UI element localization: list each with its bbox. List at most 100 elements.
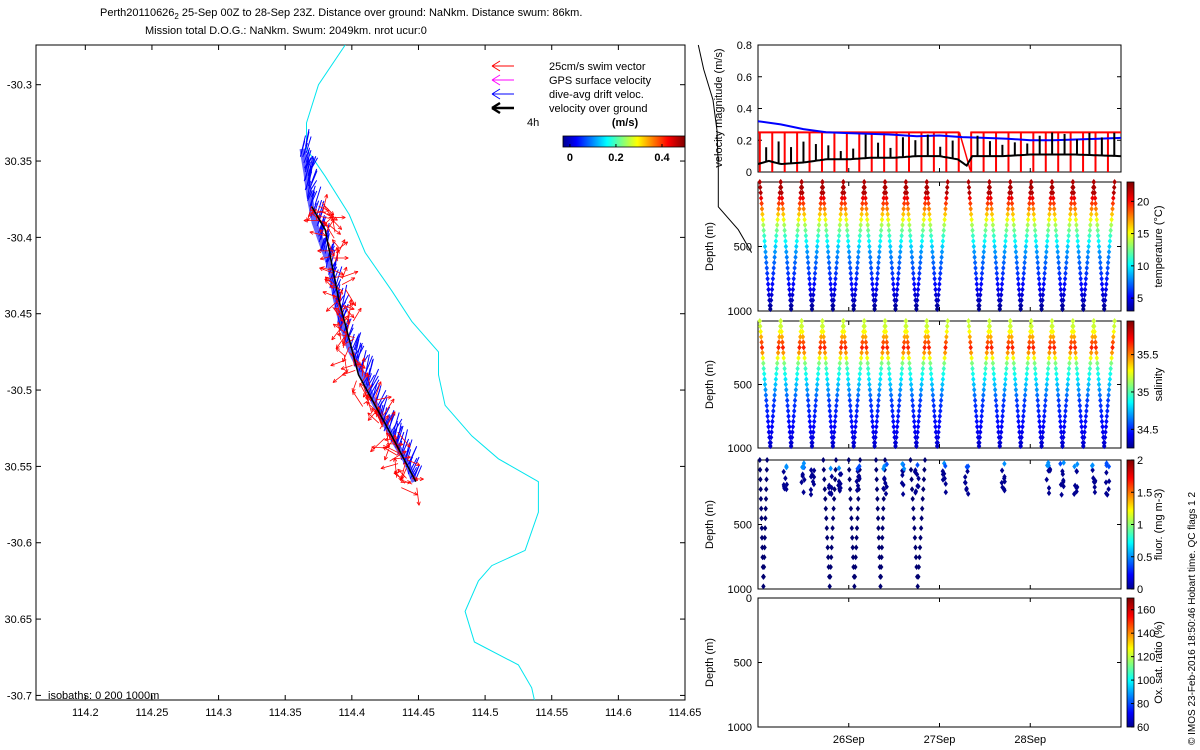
- temperature-point: [852, 302, 857, 309]
- salinity-point: [1063, 402, 1069, 409]
- temperature-colorbar-tick-label: 5: [1137, 293, 1143, 305]
- figure-title-line1: Perth201106262 25-Sep 00Z to 28-Sep 23Z.…: [100, 7, 582, 21]
- swim-vector-head: [332, 211, 335, 216]
- salinity-point: [816, 360, 822, 367]
- velocity-ytick-label: 0.2: [737, 135, 752, 147]
- salinity-point: [1082, 434, 1087, 441]
- fluorescence-point: [829, 484, 834, 491]
- salinity-point: [771, 402, 776, 409]
- salinity-point: [761, 365, 766, 372]
- temperature-point: [1093, 205, 1099, 212]
- oxygen-colorbar: [1126, 597, 1135, 728]
- salinity-point: [1075, 381, 1081, 388]
- temperature-point: [1029, 184, 1034, 191]
- salinity-point: [783, 376, 788, 383]
- swim-vector-head: [337, 227, 342, 230]
- fluorescence-point: [881, 505, 886, 512]
- temperature-point: [886, 227, 892, 234]
- fluorescence-point: [878, 573, 884, 580]
- salinity-point: [827, 408, 832, 414]
- temperature-point: [826, 259, 832, 266]
- temperature-point: [780, 205, 786, 212]
- salinity-point: [778, 323, 784, 330]
- salinity-point: [1005, 344, 1011, 351]
- temperature-point: [795, 227, 800, 234]
- temperature-point: [875, 265, 881, 271]
- salinity-point: [858, 360, 863, 367]
- temperature-point: [785, 259, 790, 266]
- temperature-point: [997, 306, 1002, 313]
- swim-vector-head: [325, 279, 330, 282]
- temperature-point: [977, 302, 982, 309]
- fluorescence-colorbar-tick-label: 2: [1137, 455, 1143, 467]
- salinity-point: [941, 365, 946, 372]
- salinity-point: [772, 392, 777, 399]
- fluorescence-colorbar-tick-label: 1.5: [1137, 487, 1152, 499]
- fluorescence-point: [758, 495, 764, 502]
- temperature-point: [904, 189, 909, 196]
- temperature-point: [1009, 195, 1014, 202]
- salinity-point: [915, 423, 921, 430]
- salinity-point: [1026, 349, 1031, 356]
- salinity-point: [769, 429, 774, 436]
- temperature-point: [982, 232, 988, 239]
- fluorescence-point: [827, 490, 832, 497]
- temperature-point: [1112, 179, 1117, 185]
- date-tick-label: 27Sep: [924, 734, 956, 746]
- temperature-point: [1068, 211, 1073, 218]
- temperature-point: [922, 205, 927, 212]
- temperature-point: [1041, 286, 1046, 293]
- temperature-point: [881, 200, 886, 207]
- temperature-point: [823, 216, 828, 223]
- salinity-point: [826, 397, 832, 404]
- fluorescence-point: [800, 464, 805, 471]
- oxygen-colorbar-tick-label: 60: [1137, 722, 1149, 734]
- temperature-point: [880, 205, 886, 212]
- temperature-point: [974, 275, 979, 282]
- temperature-point: [1022, 265, 1027, 271]
- swim-vector-head: [394, 470, 399, 474]
- salinity-point: [828, 423, 834, 430]
- legend-arrow-head: [491, 101, 501, 110]
- temperature-point: [941, 232, 946, 239]
- salinity-point: [778, 318, 783, 324]
- fluorescence-point: [911, 505, 916, 512]
- temperature-point: [1037, 281, 1042, 288]
- temperature-point: [1009, 200, 1015, 207]
- salinity-point: [802, 360, 808, 367]
- salinity-point: [972, 386, 977, 393]
- swim-vector: [367, 373, 371, 386]
- fluorescence-point: [831, 505, 836, 512]
- temperature-point: [884, 195, 889, 202]
- temperature-point: [1074, 227, 1079, 234]
- salinity-point: [905, 333, 910, 340]
- temperature-point: [1057, 270, 1062, 277]
- salinity-point: [1078, 408, 1083, 414]
- temperature-point: [1062, 286, 1067, 293]
- salinity-point: [931, 397, 936, 404]
- drift-vector: [352, 335, 359, 349]
- salinity-point: [762, 370, 767, 377]
- swim-vector-head: [344, 255, 349, 259]
- salinity-point: [882, 318, 888, 324]
- swim-vector-head: [335, 247, 338, 252]
- fluorescence-point: [833, 457, 839, 463]
- temperature-point: [987, 179, 992, 185]
- fluorescence-point: [850, 534, 855, 541]
- temperature-point: [1109, 216, 1114, 223]
- salinity-point: [773, 381, 778, 388]
- swim-vector-head: [416, 462, 421, 466]
- fluorescence-point: [827, 583, 832, 590]
- temperature-point: [942, 216, 947, 223]
- salinity-point: [782, 365, 787, 372]
- salinity-point: [980, 402, 985, 409]
- temperature-point: [919, 238, 925, 245]
- temperature-point: [1016, 281, 1021, 288]
- swim-vector-head: [350, 315, 355, 319]
- drift-vector: [314, 186, 322, 205]
- isobath-1000m: [697, 44, 753, 253]
- salinity-point: [779, 333, 785, 340]
- salinity-point: [1062, 418, 1067, 425]
- swim-vector: [342, 346, 350, 363]
- legend-arrow-head: [491, 93, 501, 100]
